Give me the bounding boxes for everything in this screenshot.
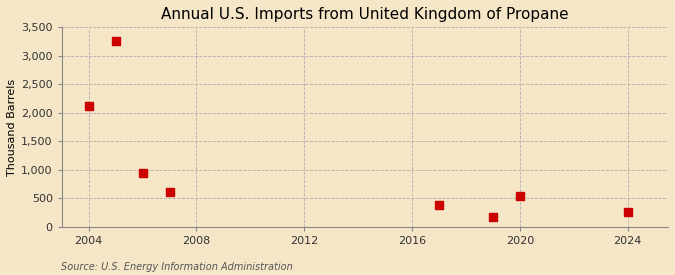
Point: [164, 189, 175, 194]
Point: [487, 215, 498, 219]
Point: [83, 104, 94, 108]
Y-axis label: Thousand Barrels: Thousand Barrels: [7, 79, 17, 176]
Point: [433, 203, 444, 208]
Title: Annual U.S. Imports from United Kingdom of Propane: Annual U.S. Imports from United Kingdom …: [161, 7, 569, 22]
Text: Source: U.S. Energy Information Administration: Source: U.S. Energy Information Administ…: [61, 262, 292, 272]
Point: [622, 210, 633, 214]
Point: [514, 194, 525, 198]
Point: [137, 170, 148, 175]
Point: [110, 39, 121, 43]
